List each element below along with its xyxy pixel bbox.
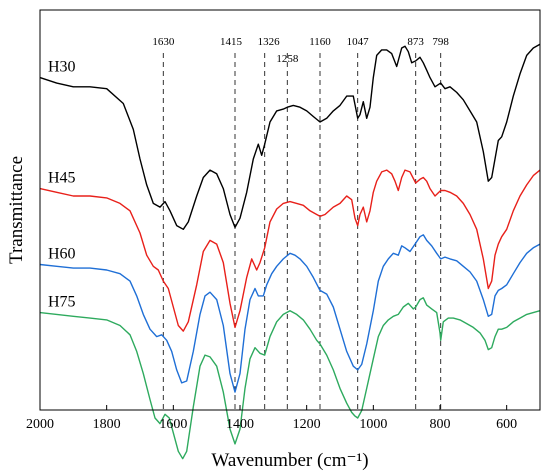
series-line-h75 [39,297,541,460]
x-tick-label: 1600 [159,417,187,432]
x-tick-label: 1000 [359,417,387,432]
series-line-h30 [39,43,541,230]
x-tick-label: 1400 [226,417,254,432]
reference-lines: 1630 1415 1326 1258 1160 1047 873 798 [152,36,449,410]
series-line-h45 [39,169,541,332]
reference-line-label: 873 [407,36,424,48]
series-labels: H30 H45 H60 H75 [48,59,76,311]
series-label-h45: H45 [48,170,76,187]
x-tick-label: 1200 [293,417,321,432]
x-tick-label: 2000 [26,417,54,432]
series-label-h60: H60 [48,245,76,262]
reference-line-label: 1630 [152,36,175,48]
series-line-h60 [39,234,541,393]
reference-line-label: 1415 [220,36,243,48]
reference-line-label: 1258 [276,53,299,65]
series-lines [39,43,541,460]
y-axis-title: Transmittance [6,156,27,264]
reference-line-label: 798 [432,36,449,48]
series-label-h75: H75 [48,294,76,311]
x-axis-title: Wavenumber (cm⁻¹) [211,450,368,471]
reference-line-label: 1160 [309,36,331,48]
plot-frame [39,9,541,411]
x-axis-ticks: 2000 1800 1600 1400 1200 1000 800 600 [26,405,517,432]
series-label-h30: H30 [48,59,76,76]
x-tick-label: 800 [430,417,451,432]
reference-line-label: 1326 [258,36,281,48]
x-tick-label: 1800 [93,417,121,432]
x-tick-label: 600 [496,417,517,432]
reference-line-label: 1047 [347,36,370,48]
